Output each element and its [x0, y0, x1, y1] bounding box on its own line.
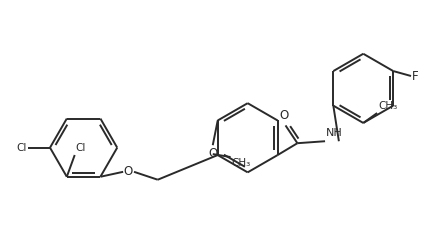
- Text: O: O: [208, 147, 217, 160]
- Text: NH: NH: [326, 128, 343, 138]
- Text: CH₃: CH₃: [378, 101, 397, 111]
- Text: CH₃: CH₃: [232, 158, 251, 168]
- Text: F: F: [412, 69, 419, 82]
- Text: O: O: [279, 109, 288, 123]
- Text: O: O: [124, 165, 133, 178]
- Text: Cl: Cl: [16, 143, 26, 153]
- Text: Cl: Cl: [76, 143, 86, 153]
